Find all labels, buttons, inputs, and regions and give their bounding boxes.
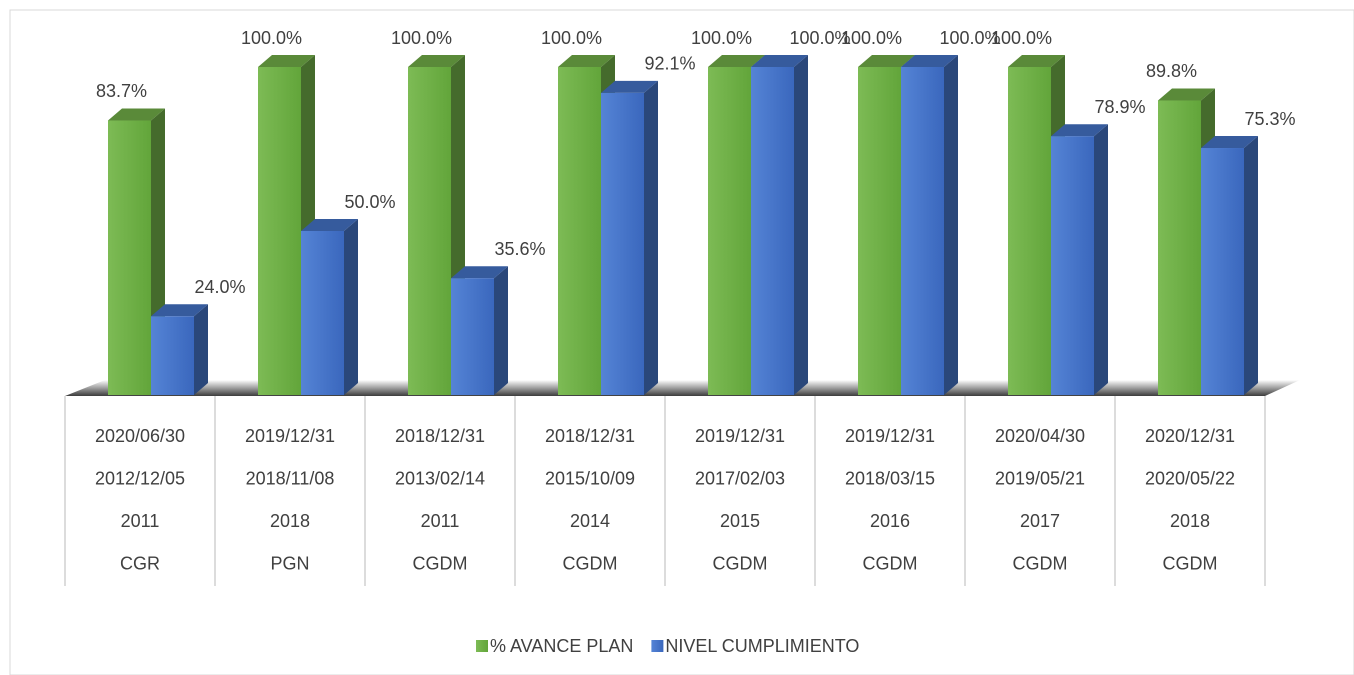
category-label: 2019/12/31 [845,426,935,446]
category-label: 2020/12/31 [1145,426,1235,446]
legend-swatch [476,640,488,652]
bar-top [901,55,958,67]
value-label: 100.0% [691,28,752,48]
bar [901,67,944,395]
value-label: 100.0% [241,28,302,48]
bar-top [558,55,615,67]
category-label: 2014 [570,511,610,531]
bar [708,67,751,395]
bar-top [858,55,915,67]
category-label: 2018 [270,511,310,531]
bar-top [258,55,315,67]
bar-side [344,219,358,395]
category-label: 2018/11/08 [246,468,335,488]
category-label: 2020/04/30 [995,426,1085,446]
bar [858,67,901,395]
bar [601,92,644,396]
bar-top [1201,136,1258,149]
bar-top [1008,55,1065,67]
category-label: 2015 [720,511,760,531]
bar [558,67,601,395]
value-label: 100.0% [789,28,850,48]
category-label: 2015/10/09 [545,468,635,488]
floor [65,380,1300,396]
bar-top [408,55,465,67]
legend-swatch [651,640,664,652]
category-label: 2018/12/31 [395,426,485,446]
bar [408,67,451,395]
value-label: 100.0% [391,28,452,48]
value-label: 89.8% [1146,61,1197,81]
bar-side [944,55,958,395]
bar-side [1094,124,1108,395]
value-label: 75.3% [1244,109,1295,129]
bar-side [1244,136,1258,396]
value-label: 100.0% [991,28,1052,48]
legend-label: % AVANCE PLAN [490,636,633,656]
bar-side [644,80,658,396]
bar [151,316,194,395]
legend-label: NIVEL CUMPLIMIENTO [665,636,859,656]
category-label: 2018/03/15 [845,468,935,488]
value-label: 92.1% [644,54,695,74]
value-label: 100.0% [939,28,1000,48]
value-label: 83.7% [96,81,147,101]
category-label: 2018/12/31 [545,426,635,446]
category-label: CGR [120,553,160,573]
category-label: 2017/02/03 [695,468,785,488]
bar-top [1158,88,1215,101]
value-label: 50.0% [344,192,395,212]
bar [108,120,151,396]
category-label: 2011 [421,511,460,531]
value-label: 35.6% [494,239,545,259]
category-label: CGDM [863,553,918,573]
bar-top [1051,124,1108,137]
category-label: PGN [270,553,309,573]
bar-top [601,80,658,93]
value-label: 100.0% [841,28,902,48]
bar [1051,136,1094,395]
category-label: 2019/05/21 [995,468,1085,488]
category-label: CGDM [713,553,768,573]
category-label: 2017 [1020,511,1060,531]
category-label: 2016 [870,511,910,531]
bar [1201,148,1244,395]
value-label: 24.0% [194,277,245,297]
bar-top [708,55,765,67]
bar [751,67,794,395]
category-label: 2020/05/22 [1145,468,1235,488]
category-label: 2013/02/14 [395,468,485,488]
bar-side [794,55,808,395]
category-label: 2011 [121,511,160,531]
bar-top [751,55,808,67]
bar [451,278,494,395]
category-label: CGDM [413,553,468,573]
category-label: 2019/12/31 [695,426,785,446]
category-label: CGDM [1013,553,1068,573]
value-label: 78.9% [1094,97,1145,117]
category-label: CGDM [563,553,618,573]
bar [301,231,344,395]
bar-side [194,304,208,395]
bar-top [151,304,208,317]
bar-top [108,108,165,121]
bar-top [451,266,508,279]
bar-side [494,266,508,395]
bar-top [301,219,358,231]
value-label: 100.0% [541,28,602,48]
bar [1158,100,1201,396]
category-label: CGDM [1163,553,1218,573]
category-label: 2019/12/31 [245,426,335,446]
chart-border [9,9,1354,675]
bar [258,67,301,395]
category-label: 2012/12/05 [95,468,185,488]
category-label: 2018 [1170,511,1210,531]
bar [1008,67,1051,395]
category-label: 2020/06/30 [95,426,185,446]
